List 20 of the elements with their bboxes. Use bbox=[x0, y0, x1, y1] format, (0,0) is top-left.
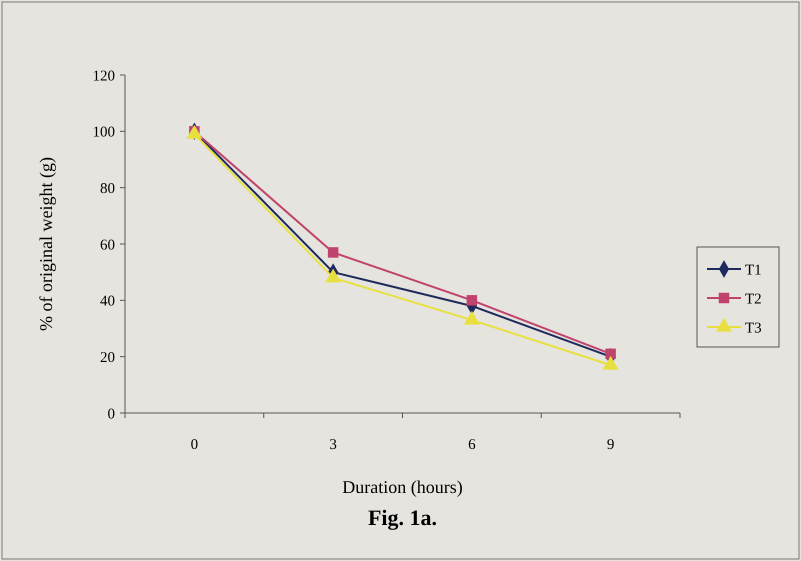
point bbox=[466, 295, 478, 306]
y-tick-label: 100 bbox=[92, 124, 115, 141]
legend-label: T2 bbox=[745, 291, 762, 308]
y-tick-label: 60 bbox=[100, 237, 115, 254]
x-tick-label: 3 bbox=[329, 437, 337, 453]
y-tick-label: 20 bbox=[100, 350, 115, 366]
x-tick-label: 0 bbox=[190, 437, 198, 453]
x-axis-title: Duration (hours) bbox=[342, 477, 463, 497]
point bbox=[605, 348, 616, 360]
text: Fig. 1a. bbox=[368, 505, 438, 530]
y-tick-label: 40 bbox=[100, 294, 115, 310]
y-tick-label: 0 bbox=[108, 406, 115, 422]
legend-label: T1 bbox=[745, 262, 762, 278]
x-tick-label: 9 bbox=[606, 437, 614, 453]
legend-label: T3 bbox=[745, 320, 762, 336]
y-tick-label: 80 bbox=[100, 180, 115, 197]
y-tick-label: 120 bbox=[92, 68, 115, 84]
x-tick-label: 6 bbox=[468, 437, 476, 453]
y-axis-title: % of original weight (g) bbox=[36, 157, 56, 331]
point bbox=[328, 247, 338, 258]
